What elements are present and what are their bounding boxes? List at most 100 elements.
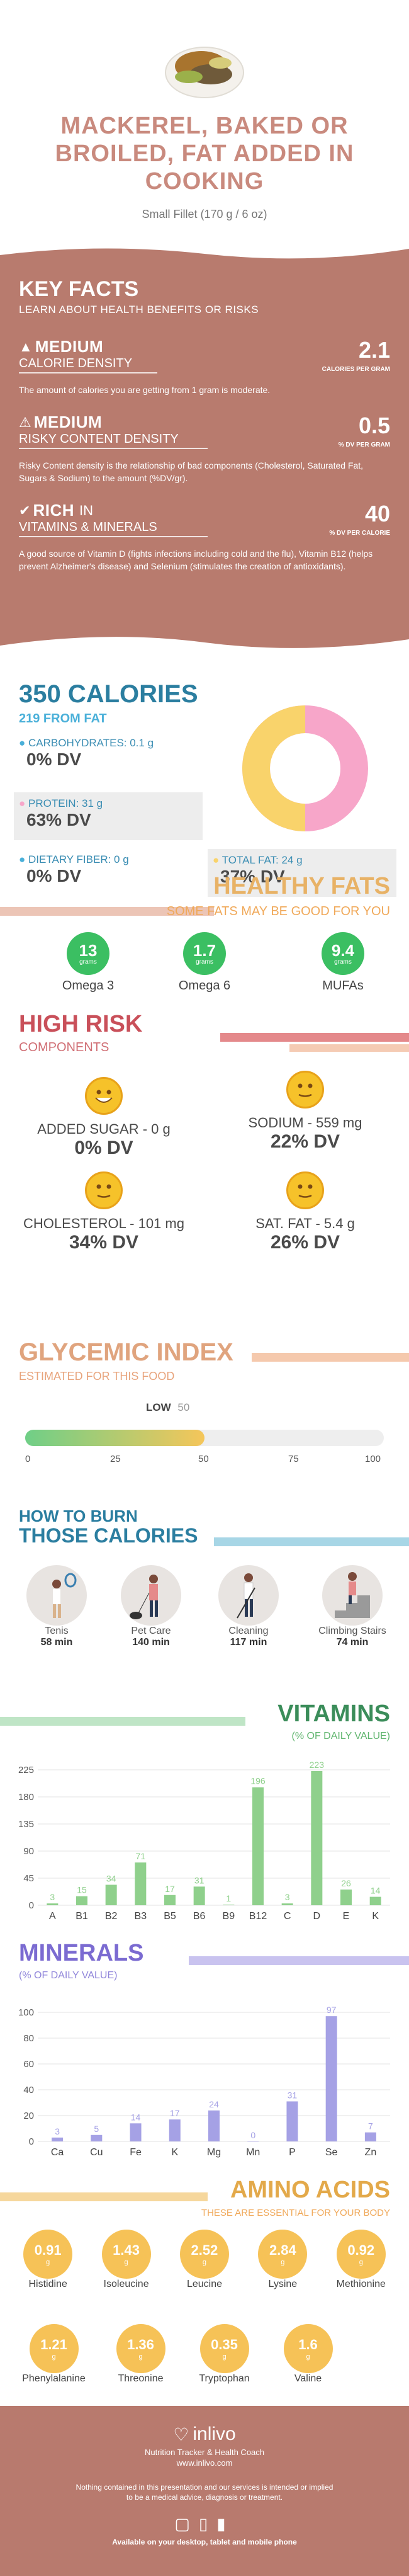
bar-value-label: 14 <box>131 2112 141 2122</box>
category-label: A <box>49 1911 56 1922</box>
amino-unit: g <box>281 2259 285 2266</box>
burn-label: Cleaning <box>228 1626 269 1636</box>
amino-bar-decor <box>0 2192 208 2201</box>
protein-label: PROTEIN: 31 g <box>28 797 103 809</box>
y-tick-label: 225 <box>18 1765 34 1775</box>
y-tick-label: 0 <box>29 1900 34 1911</box>
tablet-icon: ▯ <box>198 2514 217 2533</box>
fact-label: RISKY CONTENT DENSITY <box>19 432 208 449</box>
category-label: K <box>171 2147 178 2158</box>
amino-unit: g <box>52 2353 56 2361</box>
fact-badge-suffix: IN <box>79 502 93 518</box>
fat-item-omega3: 13 grams Omega 3 <box>57 932 120 993</box>
glycemic-subtitle: ESTIMATED FOR THIS FOOD <box>19 1370 175 1382</box>
fat-stat: ● TOTAL FAT: 24 g 37% DV <box>208 849 396 897</box>
bar-value-label: 31 <box>288 2090 298 2100</box>
fact-label: VITAMINS & MINERALS <box>19 520 208 537</box>
bar-C <box>281 1903 293 1905</box>
bar-value-label: 7 <box>368 2121 373 2131</box>
amino-label: Methionine <box>336 2279 386 2289</box>
happy-face-icon <box>85 1077 123 1115</box>
neutral-face-icon <box>85 1171 123 1209</box>
amino-label: Lysine <box>268 2279 298 2289</box>
category-label: Mg <box>207 2147 221 2158</box>
bar-Fe <box>130 2123 142 2141</box>
bar-value-label: 14 <box>371 1886 381 1896</box>
serving-size: Small Fillet (170 g / 6 oz) <box>142 208 267 220</box>
phone-icon: ▮ <box>216 2514 235 2533</box>
amino-row-1: 0.91 g Histidine 1.43 g Isoleucine 2.52 g Leuc… <box>0 2230 409 2290</box>
key-facts-subtitle: LEARN ABOUT HEALTH BENEFITS OR RISKS <box>19 304 259 316</box>
bar-B12 <box>252 1787 264 1905</box>
y-tick-label: 0 <box>29 2136 34 2147</box>
category-label: B12 <box>249 1911 267 1922</box>
amino-unit: g <box>306 2353 310 2361</box>
fiber-dv: 0% DV <box>26 866 82 886</box>
bar-B6 <box>193 1886 205 1905</box>
bar-Ca <box>52 2137 64 2141</box>
y-tick-label: 80 <box>23 2033 34 2044</box>
category-label: C <box>284 1911 291 1922</box>
bar-value-label: 0 <box>250 2130 255 2140</box>
fact-value: 0.5 <box>358 413 390 438</box>
bar-Cu <box>91 2134 103 2141</box>
protein-stat: ● PROTEIN: 31 g 63% DV <box>14 792 203 840</box>
burn-label: Tenis <box>45 1626 69 1636</box>
y-tick-label: 20 <box>23 2111 34 2121</box>
bar-value-label: 5 <box>94 2124 99 2134</box>
amino-item-threonine: 1.36 g Threonine <box>106 2324 176 2385</box>
amino-value: 1.21 <box>40 2337 67 2352</box>
category-label: B3 <box>135 1911 147 1922</box>
amino-unit: g <box>138 2353 143 2361</box>
y-tick-label: 100 <box>18 2007 34 2018</box>
fat-label: Omega 3 <box>62 979 115 993</box>
amino-value: 1.6 <box>298 2337 318 2352</box>
amino-label: Valine <box>294 2373 322 2384</box>
burn-pet-care: Pet Care 140 min <box>110 1565 192 1648</box>
healthy-fats-subtitle: SOME FATS MAY BE GOOD FOR YOU <box>166 904 390 918</box>
bar-value-label: 15 <box>77 1885 87 1895</box>
risk-label: SAT. FAT - 5.4 g <box>255 1216 355 1231</box>
bar-value-label: 71 <box>136 1851 146 1861</box>
amino-value: 1.43 <box>113 2242 140 2258</box>
risk-cholesterol: CHOLESTEROL - 101 mg 34% DV <box>13 1171 195 1253</box>
bar-value-label: 196 <box>250 1776 266 1786</box>
fat-unit: grams <box>334 958 352 966</box>
footer: ♡ inlivo Nutrition Tracker & Health Coac… <box>0 2406 409 2576</box>
category-label: Zn <box>365 2147 377 2158</box>
bar-Mg <box>208 2110 220 2141</box>
burn-climbing-stairs: Climbing Stairs 74 min <box>308 1565 396 1648</box>
fat-item-mufas: 9.4 grams MUFAs <box>311 932 374 993</box>
glycemic-level: LOW <box>146 1401 171 1413</box>
vitamins-bar-decor <box>0 1717 245 1726</box>
high-risk-bar <box>220 1033 409 1052</box>
protein-dot-icon: ● <box>19 797 26 809</box>
minerals-chart: 0 20 40 60 80 100 3 Ca 5 Cu 14 Fe 17 K 24 Mg 0 Mn 31 P 97 Se 7… <box>18 2005 390 2158</box>
neutral-face-icon <box>286 1071 324 1108</box>
bar-value-label: 17 <box>165 1884 175 1894</box>
bar-value-label: 26 <box>341 1878 351 1888</box>
fact-description: A good source of Vitamin D (fights infec… <box>19 549 373 571</box>
warning-icon: ⚠ <box>19 414 31 430</box>
amino-title: AMINO ACIDS <box>230 2177 390 2203</box>
brand-url: www.inlivo.com <box>176 2458 233 2468</box>
fiber-label: DIETARY FIBER: 0 g <box>28 853 129 865</box>
amino-unit: g <box>46 2259 50 2266</box>
bar-E <box>340 1889 352 1905</box>
bar-D <box>311 1770 323 1905</box>
category-label: Se <box>325 2147 338 2158</box>
protein-dv: 63% DV <box>26 810 91 829</box>
bar-B3 <box>135 1862 147 1905</box>
brand-tagline: Nutrition Tracker & Health Coach <box>144 2448 265 2457</box>
amino-value: 0.91 <box>34 2242 62 2258</box>
category-label: B9 <box>223 1911 235 1922</box>
amino-value: 0.92 <box>347 2242 375 2258</box>
calories-title: 350 CALORIES <box>19 680 198 708</box>
bar-A <box>47 1903 59 1905</box>
risk-dv: 22% DV <box>270 1131 340 1152</box>
risk-dv: 34% DV <box>69 1232 139 1253</box>
amino-value: 1.36 <box>127 2337 154 2352</box>
bar-Se <box>325 2016 337 2141</box>
bar-value-label: 34 <box>106 1874 116 1884</box>
